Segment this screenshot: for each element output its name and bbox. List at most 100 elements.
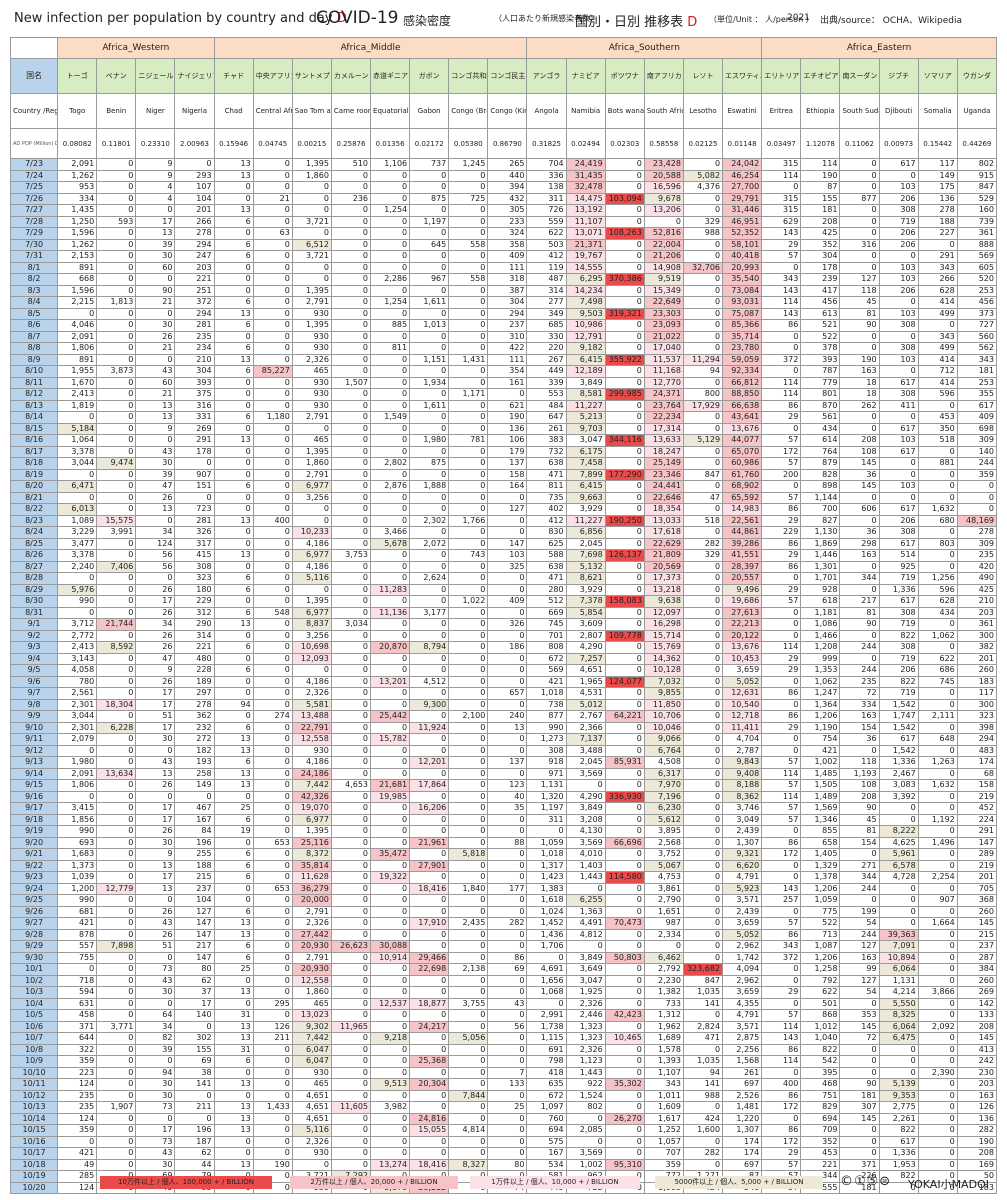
date-cell: 8/7 [9, 330, 59, 343]
value-cell: 0 [409, 583, 450, 596]
value-cell: 2,326 [565, 997, 606, 1010]
value-cell: 0 [252, 1147, 293, 1160]
value-cell: 0 [409, 1032, 450, 1045]
country-name-jp: ジブチ [878, 58, 919, 94]
value-cell: 30 [135, 457, 176, 470]
value-cell: 0 [604, 894, 645, 907]
value-cell: 0 [409, 284, 450, 297]
value-cell: 0 [213, 1066, 254, 1079]
value-cell: 24,371 [643, 388, 684, 401]
value-cell: 255 [174, 848, 215, 861]
table-row: 10/7 644 0 82 302 13 211 7,442 0 9,218 0 5,056 0 1,11… [9, 1032, 998, 1045]
value-cell: 779 [800, 376, 841, 389]
value-cell: 0 [370, 1089, 411, 1102]
value-cell: 0 [252, 790, 293, 803]
value-cell: 227 [917, 227, 958, 240]
table-row: 10/11 124 0 30 141 13 0 465 0 9,513 20,304 0 133 635 9… [9, 1078, 998, 1091]
value-cell: 127 [174, 905, 215, 918]
value-cell: 0 [135, 353, 176, 366]
value-cell: 0 [252, 549, 293, 562]
value-cell: 30,088 [370, 940, 411, 953]
country-name-en: Sao Tom and Principe [291, 93, 332, 129]
value-cell: 907 [917, 894, 958, 907]
value-cell: 308 [878, 388, 919, 401]
value-cell: 0 [96, 227, 137, 240]
country-name-jp: サントメプリンシペ [291, 58, 332, 94]
value-cell: 875 [409, 192, 450, 205]
table-row: 10/3 594 0 30 37 13 0 1,860 0 0 0 0 0 1,068 1,925 0 1,38… [9, 986, 998, 999]
value-cell: 0 [252, 951, 293, 964]
value-cell: 58,101 [722, 238, 763, 251]
value-cell: 0 [878, 813, 919, 826]
value-cell: 114 [761, 641, 802, 654]
table-row: 10/5 458 0 64 140 31 0 13,023 0 0 0 0 0 2,991 2,446 42,… [9, 1009, 998, 1022]
value-cell: 719 [878, 215, 919, 228]
value-cell: 0 [682, 733, 724, 746]
value-cell: 0 [761, 606, 802, 619]
table-row: 9/18 1,856 0 17 167 6 0 6,977 0 0 0 0 0 311 3,208 0 5,61… [9, 813, 998, 826]
value-cell: 6 [213, 664, 254, 677]
value-cell: 0 [252, 917, 293, 930]
value-cell: 0 [448, 215, 489, 228]
value-cell: 0 [917, 641, 958, 654]
value-cell: 235 [57, 1101, 98, 1114]
table-row: 9/3 2,413 8,592 26 221 6 0 10,698 0 20,870 8,794 0 1… [9, 641, 998, 654]
value-cell: 0 [917, 549, 958, 562]
value-cell: 13 [213, 917, 254, 930]
value-cell: 0 [878, 894, 919, 907]
value-cell: 3,049 [722, 813, 763, 826]
value-cell: 4,058 [57, 664, 98, 677]
value-cell: 764 [800, 445, 841, 458]
value-cell: 0 [448, 503, 489, 516]
value-cell: 1,965 [565, 675, 606, 688]
value-cell: 1,320 [526, 790, 567, 803]
value-cell: 0 [213, 468, 254, 481]
value-cell: 4,186 [291, 675, 332, 688]
table-row: 9/13 1,980 0 43 193 6 0 4,186 0 0 12,201 0 137 918 2,0… [9, 756, 998, 769]
value-cell: 5,139 [878, 1078, 919, 1091]
value-cell: 0 [370, 1020, 411, 1033]
value-cell: 518 [682, 514, 724, 527]
value-cell: 4,753 [643, 871, 684, 884]
value-cell: 0 [135, 307, 176, 320]
value-cell: 0 [682, 422, 724, 435]
value-cell: 1,018 [526, 687, 567, 700]
value-cell: 1,206 [800, 951, 841, 964]
value-cell: 23,428 [643, 158, 684, 171]
value-cell: 57 [761, 434, 802, 447]
value-cell: 2,366 [565, 721, 606, 734]
population-value: 0.02125 [682, 128, 724, 159]
value-cell: 1,256 [917, 572, 958, 585]
value-cell: 44 [174, 1158, 215, 1171]
value-cell: 617 [956, 399, 998, 412]
value-cell: 66,638 [722, 399, 763, 412]
value-cell: 0 [839, 181, 880, 194]
value-cell: 1,002 [565, 1158, 606, 1171]
value-cell: 0 [96, 1066, 137, 1079]
value-cell: 323 [174, 572, 215, 585]
value-cell: 0 [448, 986, 489, 999]
source-label: 出典/source： OCHA、Wikipedia [820, 16, 962, 26]
table-row: 7/26 334 0 4 104 0 21 0 236 0 875 725 432 311 14,475 10… [9, 192, 998, 205]
value-cell: 6,317 [643, 767, 684, 780]
value-cell: 698 [956, 422, 998, 435]
value-cell: 0 [213, 526, 254, 539]
value-cell: 990 [57, 595, 98, 608]
value-cell: 0 [682, 825, 724, 838]
value-cell: 0 [448, 319, 489, 332]
value-cell: 1,609 [643, 1101, 684, 1114]
value-cell: 2,100 [448, 710, 489, 723]
value-cell: 885 [370, 319, 411, 332]
table-row: 8/9 891 0 0 210 13 0 2,326 0 0 1,151 1,431 111 267 6,4… [9, 353, 998, 366]
value-cell: 725 [448, 192, 489, 205]
region-header: Africa_Middle [213, 37, 528, 59]
value-cell: 0 [370, 399, 411, 412]
value-cell: 0 [409, 169, 450, 182]
value-cell: 13 [213, 1112, 254, 1125]
creative-commons-icon: ©①⑤⊜ [840, 1174, 892, 1189]
value-cell: 467 [174, 802, 215, 815]
value-cell: 3,047 [565, 974, 606, 987]
value-cell: 253 [956, 376, 998, 389]
value-cell: 0 [370, 836, 411, 849]
value-cell: 90 [839, 618, 880, 631]
